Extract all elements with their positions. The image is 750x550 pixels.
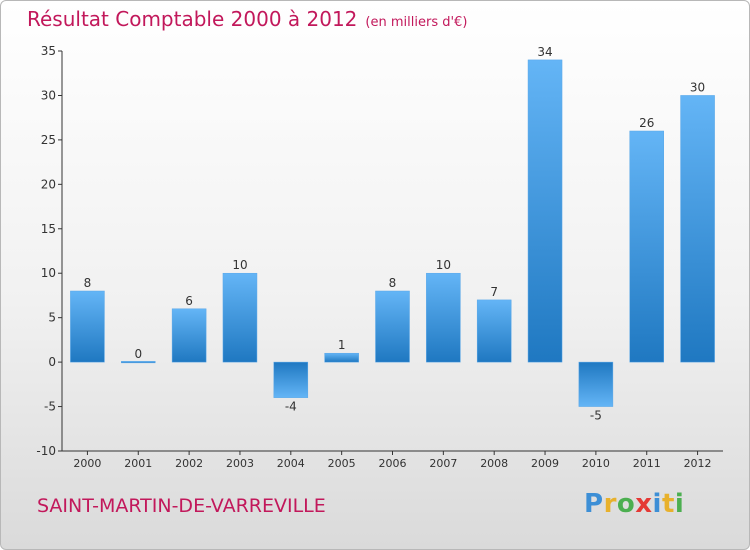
bar-series bbox=[70, 59, 715, 407]
bar bbox=[375, 290, 410, 363]
bar bbox=[222, 272, 258, 363]
bar bbox=[527, 59, 563, 363]
x-tick-label: 2003 bbox=[226, 457, 254, 470]
x-tick-label: 2012 bbox=[684, 457, 712, 470]
x-tick-label: 2000 bbox=[73, 457, 101, 470]
y-tick-label: 35 bbox=[41, 44, 56, 58]
y-tick-label: 30 bbox=[41, 88, 56, 102]
logo-letter: o bbox=[616, 489, 636, 519]
y-tick-label: -10 bbox=[36, 444, 56, 458]
data-label: 30 bbox=[690, 80, 705, 94]
bar bbox=[121, 361, 156, 364]
data-label: 6 bbox=[185, 294, 193, 308]
bar bbox=[680, 95, 715, 363]
logo-letter: t bbox=[661, 489, 675, 519]
y-tick-label: 25 bbox=[41, 133, 56, 147]
data-label: -5 bbox=[590, 409, 602, 423]
data-labels: 8 0 6 10 -4 1 8 10 7 34 -5 26 30 bbox=[84, 45, 706, 423]
x-tick-label: 2007 bbox=[429, 457, 457, 470]
x-tick-label: 2005 bbox=[328, 457, 356, 470]
logo-letter: i bbox=[652, 489, 662, 519]
data-label: 10 bbox=[436, 258, 451, 272]
proxiti-logo: Proxiti bbox=[584, 489, 684, 519]
x-tick-label: 2010 bbox=[582, 457, 610, 470]
bar bbox=[476, 299, 512, 363]
data-label: 8 bbox=[84, 276, 92, 290]
data-label: 26 bbox=[639, 116, 654, 130]
x-tick-label: 2002 bbox=[175, 457, 203, 470]
logo-letter: x bbox=[635, 489, 653, 519]
data-label: 7 bbox=[490, 285, 498, 299]
bar bbox=[629, 130, 664, 363]
data-label: 34 bbox=[537, 45, 552, 59]
data-label: -4 bbox=[285, 400, 297, 414]
y-tick-label: 20 bbox=[41, 177, 56, 191]
logo-letter: r bbox=[603, 489, 617, 519]
y-tick-label: -5 bbox=[44, 400, 56, 414]
x-tick-label: 2004 bbox=[277, 457, 305, 470]
data-label: 8 bbox=[389, 276, 397, 290]
x-tick-label: 2009 bbox=[531, 457, 559, 470]
x-tick-label: 2006 bbox=[379, 457, 407, 470]
bar bbox=[70, 290, 105, 363]
x-tick-label: 2001 bbox=[124, 457, 152, 470]
title-main: Résultat Comptable 2000 à 2012 bbox=[27, 7, 358, 31]
x-tick-label: 2008 bbox=[480, 457, 508, 470]
bar bbox=[426, 272, 461, 363]
title-unit: (en milliers d'€) bbox=[365, 15, 468, 30]
commune-name: SAINT-MARTIN-DE-VARREVILLE bbox=[37, 495, 326, 517]
bar bbox=[273, 361, 309, 398]
y-tick-label: 15 bbox=[41, 222, 56, 236]
chart-title: Résultat Comptable 2000 à 2012 (en millie… bbox=[27, 7, 467, 31]
data-label: 10 bbox=[232, 258, 247, 272]
y-tick-label: 10 bbox=[41, 266, 56, 280]
y-tick-label: 5 bbox=[48, 311, 56, 325]
logo-letter: i bbox=[674, 489, 685, 519]
data-label: 1 bbox=[338, 338, 346, 352]
bar bbox=[324, 352, 359, 363]
bar bbox=[171, 308, 207, 363]
logo-letter: P bbox=[584, 489, 604, 519]
y-tick-label: 0 bbox=[48, 355, 56, 369]
bar bbox=[578, 361, 614, 407]
data-label: 0 bbox=[134, 347, 142, 361]
x-tick-label: 2011 bbox=[633, 457, 661, 470]
